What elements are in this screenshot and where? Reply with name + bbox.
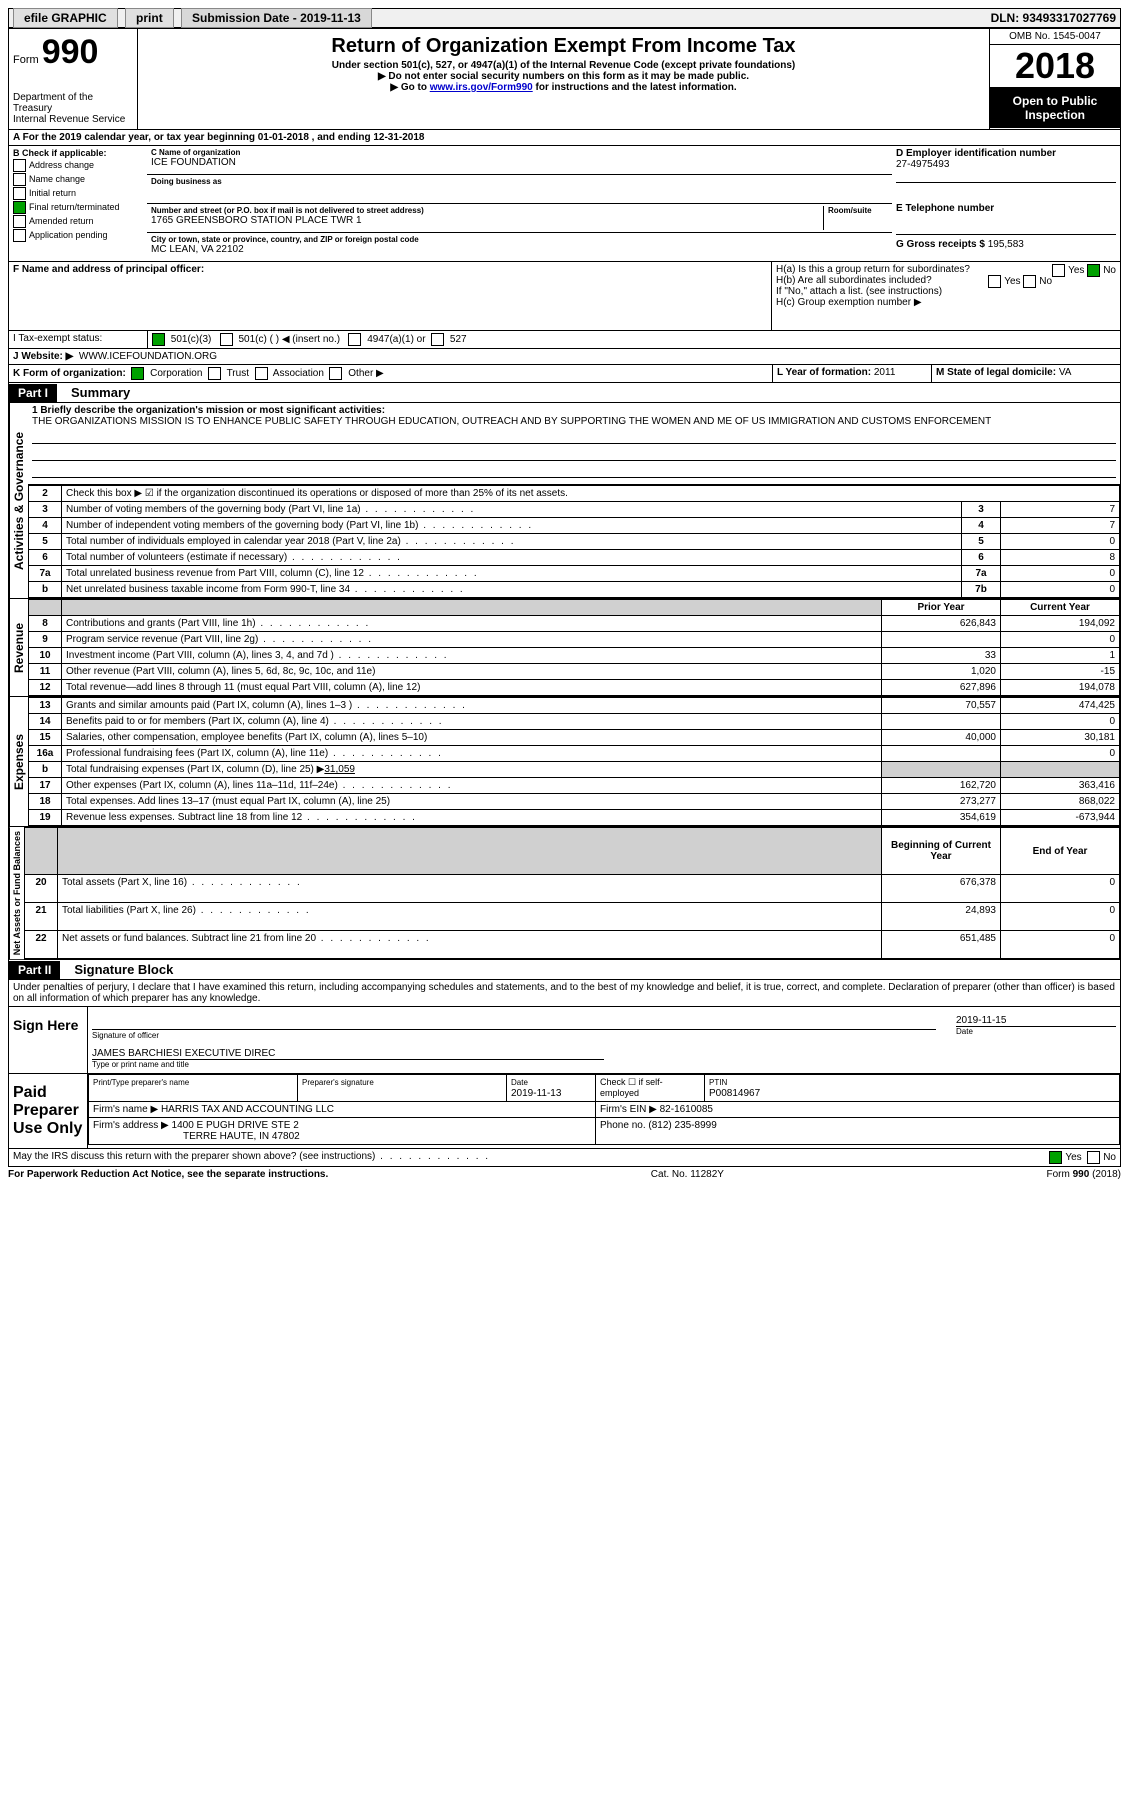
subtitle-1: Under section 501(c), 527, or 4947(a)(1)… [146, 60, 981, 71]
section-m: M State of legal domicile: VA [932, 365, 1120, 382]
part2-no: Part II [9, 961, 60, 979]
firm-name: HARRIS TAX AND ACCOUNTING LLC [161, 1104, 334, 1115]
top-bar: efile GRAPHIC print Submission Date - 20… [8, 8, 1121, 29]
part1-no: Part I [9, 384, 57, 402]
c-addr: 1765 GREENSBORO STATION PLACE TWR 1 [151, 215, 819, 226]
irs-link[interactable]: www.irs.gov/Form990 [430, 82, 533, 93]
part2-title: Signature Block [68, 960, 179, 979]
part1-title: Summary [65, 383, 136, 402]
subtitle-2: ▶ Do not enter social security numbers o… [146, 71, 981, 82]
mission: THE ORGANIZATIONS MISSION IS TO ENHANCE … [32, 416, 991, 427]
period-a: A For the 2019 calendar year, or tax yea… [9, 130, 428, 145]
section-i: 501(c)(3) 501(c) ( ) ◀ (insert no.) 4947… [148, 331, 1120, 348]
form-prefix: Form [13, 54, 39, 66]
section-i-label: I Tax-exempt status: [9, 331, 148, 348]
dln: DLN: 93493317027769 [991, 11, 1116, 25]
section-d-e-g: D Employer identification number 27-4975… [892, 146, 1120, 261]
paid-preparer: Paid Preparer Use Only [9, 1074, 88, 1148]
ptin: P00814967 [709, 1088, 760, 1099]
officer-name: JAMES BARCHIESI EXECUTIVE DIREC [92, 1048, 1116, 1059]
section-l: L Year of formation: 2011 [773, 365, 932, 382]
discuss-q: May the IRS discuss this return with the… [9, 1149, 1120, 1166]
sidebar-rev: Revenue [9, 599, 28, 696]
footer: For Paperwork Reduction Act Notice, see … [8, 1167, 1121, 1182]
firm-ein: 82-1610085 [660, 1104, 713, 1115]
efile-btn[interactable]: efile GRAPHIC [13, 8, 118, 28]
section-k: K Form of organization: Corporation Trus… [9, 365, 773, 382]
final-return-check[interactable] [13, 201, 26, 214]
website[interactable]: WWW.ICEFOUNDATION.ORG [79, 351, 217, 362]
tax-year: 2018 [990, 45, 1120, 88]
section-b: B Check if applicable: Address change Na… [9, 146, 147, 261]
sub3-post: for instructions and the latest informat… [536, 82, 737, 93]
sidebar-ag: Activities & Governance [9, 403, 28, 598]
form-header: Form 990 Department of the Treasury Inte… [8, 29, 1121, 130]
sub3-pre: ▶ Go to [390, 82, 429, 93]
sidebar-exp: Expenses [9, 697, 28, 826]
sign-here: Sign Here [9, 1007, 88, 1073]
dept-label: Department of the Treasury Internal Reve… [13, 92, 133, 125]
sig-date: 2019-11-15 [956, 1015, 1116, 1026]
form-title: Return of Organization Exempt From Incom… [146, 35, 981, 58]
dba-label: Doing business as [151, 177, 888, 186]
org-info-block: B Check if applicable: Address change Na… [8, 146, 1121, 262]
section-j: J Website: ▶ WWW.ICEFOUNDATION.ORG [9, 349, 1120, 364]
c-name: ICE FOUNDATION [151, 157, 888, 168]
omb: OMB No. 1545-0047 [990, 29, 1120, 45]
c-name-label: C Name of organization [151, 148, 888, 157]
perjury: Under penalties of perjury, I declare th… [9, 980, 1120, 1006]
c-city: MC LEAN, VA 22102 [151, 244, 888, 255]
open-public: Open to Public Inspection [990, 88, 1120, 128]
section-h: H(a) Is this a group return for subordin… [772, 262, 1120, 330]
form-number: 990 [42, 33, 99, 71]
phone: (812) 235-8999 [648, 1120, 716, 1131]
gross-receipts: 195,583 [988, 239, 1024, 250]
sidebar-na: Net Assets or Fund Balances [9, 827, 24, 959]
section-f: F Name and address of principal officer: [9, 262, 772, 330]
submission-date: Submission Date - 2019-11-13 [181, 8, 372, 28]
print-btn[interactable]: print [125, 8, 174, 28]
ein: 27-4975493 [896, 159, 949, 170]
